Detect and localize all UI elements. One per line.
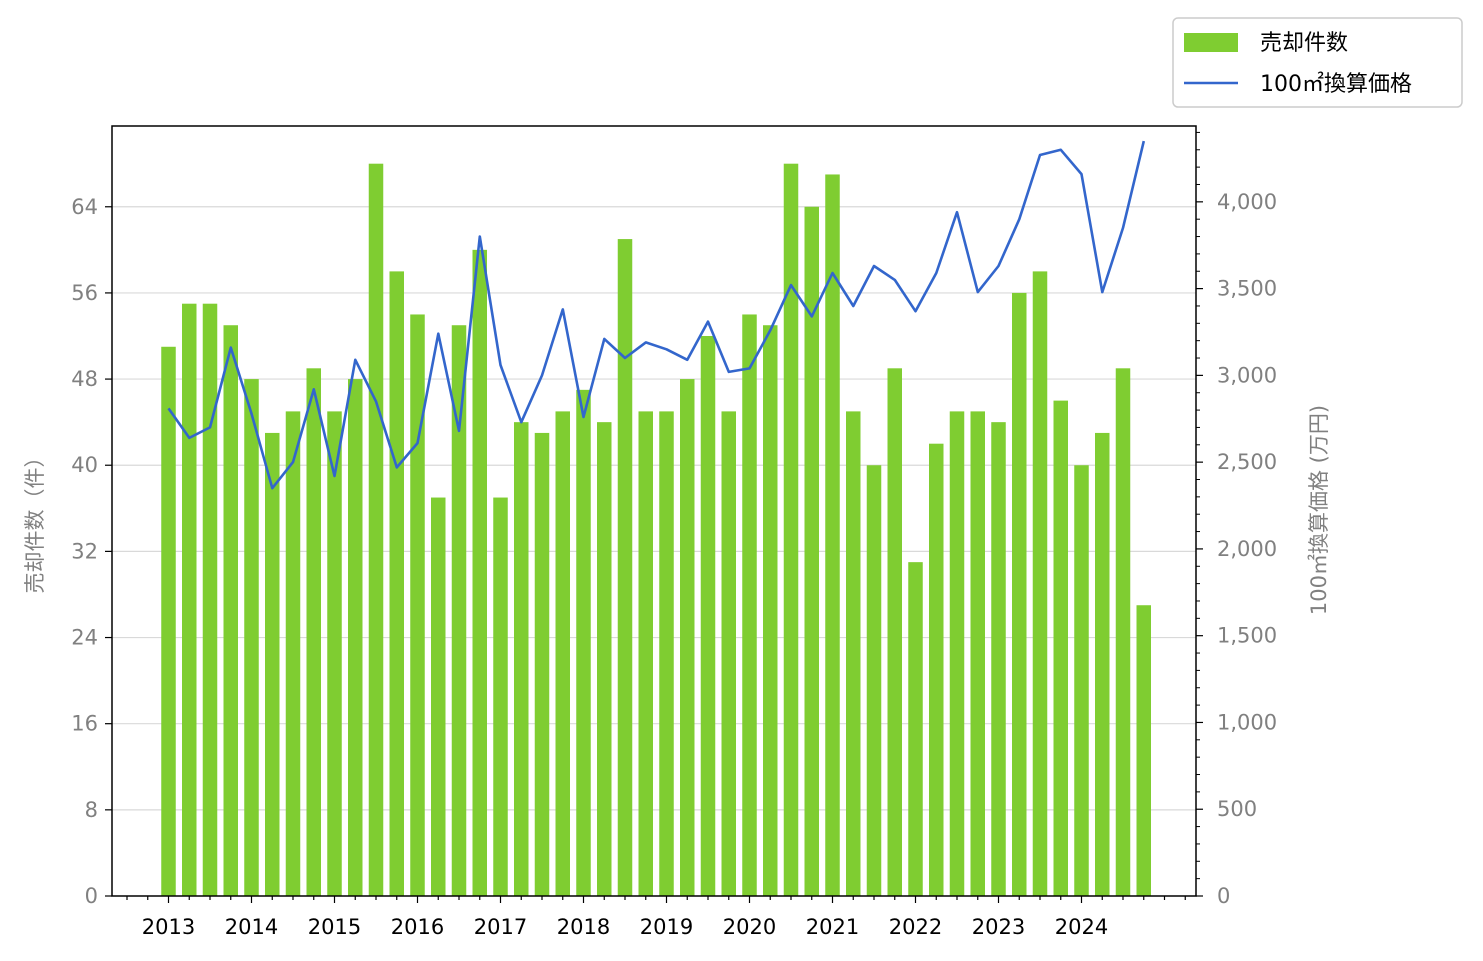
axes: 0 8 16 24 32 40 48 56 64 0 500 1,000 1,500 2,000 2,500… — [71, 131, 1277, 939]
bar — [555, 411, 570, 896]
bar — [638, 411, 653, 896]
bar — [700, 336, 716, 896]
x-tick-label: 2021 — [806, 915, 859, 939]
x-tick-label: 2023 — [972, 915, 1025, 939]
bar — [368, 163, 384, 896]
bars — [161, 163, 1151, 897]
bar — [887, 368, 902, 896]
bar — [680, 379, 695, 897]
y-left-tick-label: 32 — [71, 539, 98, 563]
bar — [1115, 368, 1131, 896]
legend: 売却件数 100㎡換算価格 — [1172, 17, 1463, 108]
bar — [285, 411, 301, 896]
bar — [1074, 465, 1089, 896]
y-right-tick-label: 2,000 — [1217, 537, 1277, 561]
axis-labels: 売却件数（件） 100㎡換算価格 (万円) — [23, 405, 1331, 615]
bar — [202, 303, 218, 896]
x-tick-label: 2020 — [723, 915, 776, 939]
bar — [223, 325, 238, 896]
bar — [348, 379, 363, 897]
bar — [1136, 605, 1151, 896]
bar — [991, 422, 1006, 896]
bar — [534, 432, 550, 896]
bar — [306, 368, 321, 896]
bar — [182, 303, 197, 896]
bar — [1012, 292, 1027, 896]
bar — [783, 163, 799, 896]
bar — [659, 411, 674, 896]
y-left-tick-label: 16 — [71, 712, 98, 736]
plot-frame — [111, 125, 1197, 897]
x-tick-label: 2013 — [142, 915, 195, 939]
bar — [742, 314, 757, 896]
bar — [866, 465, 882, 896]
legend-box — [1172, 17, 1463, 108]
y-right-tick-label: 1,000 — [1217, 710, 1277, 734]
bar — [804, 206, 819, 896]
y-right-tick-label: 3,000 — [1217, 363, 1277, 387]
price-line — [167, 140, 1146, 490]
bar — [929, 443, 944, 896]
bar — [1095, 432, 1110, 896]
bar — [244, 379, 259, 897]
x-tick-label: 2024 — [1055, 915, 1108, 939]
bar — [431, 497, 446, 896]
y-right-tick-label: 500 — [1217, 797, 1257, 821]
bar — [949, 411, 965, 896]
x-tick-label: 2018 — [557, 915, 610, 939]
bar — [908, 562, 923, 896]
bar — [576, 389, 591, 896]
y-axis-label-left: 売却件数（件） — [23, 447, 47, 594]
x-tick-label: 2016 — [391, 915, 444, 939]
bar — [410, 314, 425, 896]
bar — [265, 432, 280, 896]
bar — [1032, 271, 1048, 896]
bar — [472, 249, 487, 896]
y-right-tick-label: 1,500 — [1217, 624, 1277, 648]
x-tick-label: 2019 — [640, 915, 693, 939]
y-right-tick-label: 3,500 — [1217, 277, 1277, 301]
bar — [597, 422, 612, 896]
bar — [825, 174, 840, 896]
price-line-layer — [167, 140, 1146, 490]
bar — [970, 411, 985, 896]
x-tick-label: 2022 — [889, 915, 942, 939]
bar — [846, 411, 861, 896]
legend-swatch-bars — [1184, 33, 1238, 52]
bar — [763, 325, 778, 896]
legend-label-line: 100㎡換算価格 — [1260, 71, 1412, 97]
y-axis-label-right: 100㎡換算価格 (万円) — [1307, 405, 1331, 615]
bar — [389, 271, 404, 896]
x-tick-label: 2014 — [225, 915, 278, 939]
y-right-tick-label: 0 — [1217, 884, 1230, 908]
bar — [617, 239, 633, 897]
y-left-tick-label: 0 — [85, 884, 98, 908]
bar — [327, 411, 342, 896]
x-tick-label: 2017 — [474, 915, 527, 939]
y-left-tick-label: 48 — [71, 367, 98, 391]
y-left-tick-label: 8 — [85, 798, 98, 822]
y-left-tick-label: 40 — [71, 453, 98, 477]
bar — [514, 422, 529, 896]
y-left-tick-label: 64 — [71, 195, 98, 219]
legend-label-bars: 売却件数 — [1260, 31, 1348, 56]
bar — [493, 497, 508, 896]
y-left-tick-label: 24 — [71, 626, 98, 650]
bar — [451, 325, 467, 896]
x-tick-label: 2015 — [308, 915, 361, 939]
bar — [721, 411, 736, 896]
bar — [1053, 400, 1068, 896]
y-left-tick-label: 56 — [71, 281, 98, 305]
y-right-tick-label: 2,500 — [1217, 450, 1277, 474]
y-right-tick-label: 4,000 — [1217, 190, 1277, 214]
bar — [161, 346, 176, 896]
